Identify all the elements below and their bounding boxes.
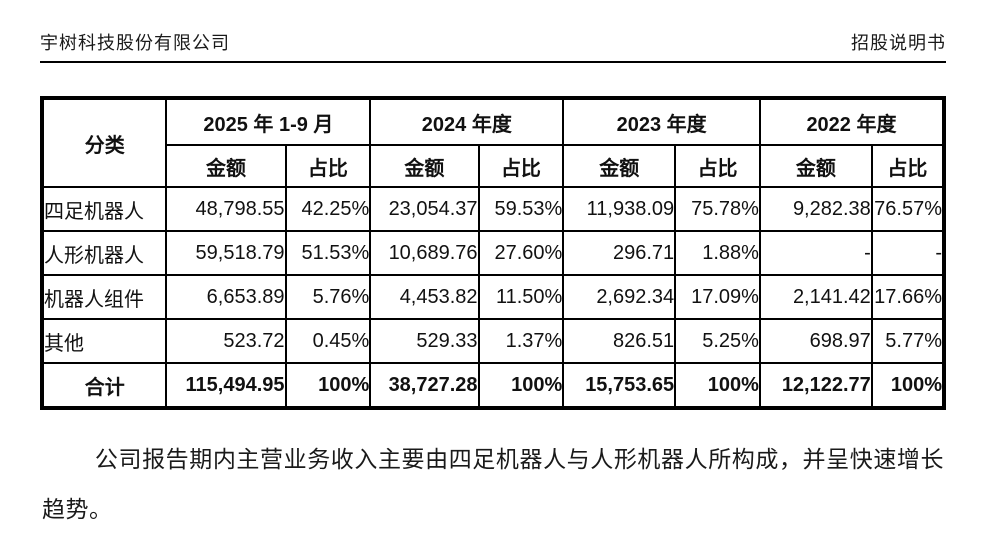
- share-cell: 42.25%: [284, 186, 372, 232]
- amount-cell: 15,753.65: [562, 362, 677, 409]
- subheader-share-2023: 占比: [674, 144, 761, 188]
- total-label-cell: 合计: [40, 362, 168, 409]
- column-group-2024: 2024 年度: [369, 97, 565, 146]
- share-cell: 100%: [477, 362, 565, 409]
- category-cell: 机器人组件: [40, 274, 168, 320]
- subheader-amount-2025: 金额: [165, 144, 287, 188]
- column-group-2025: 2025 年 1-9 月: [165, 97, 372, 146]
- amount-cell: 2,692.34: [562, 274, 677, 320]
- share-cell: 11.50%: [477, 274, 565, 320]
- share-cell: 17.66%: [870, 274, 946, 320]
- share-cell: 17.09%: [674, 274, 761, 320]
- share-cell: 75.78%: [674, 186, 761, 232]
- amount-cell: 6,653.89: [165, 274, 287, 320]
- share-cell: 76.57%: [870, 186, 946, 232]
- revenue-breakdown-table: 分类 2025 年 1-9 月 2024 年度 2023 年度 2022 年度 …: [40, 96, 946, 410]
- amount-cell: 698.97: [758, 318, 873, 364]
- share-cell: 59.53%: [477, 186, 565, 232]
- table-row-total: 合计 115,494.95 100% 38,727.28 100% 15,753…: [40, 362, 946, 409]
- table-row-quadruped-robot: 四足机器人 48,798.55 42.25% 23,054.37 59.53% …: [40, 186, 946, 232]
- amount-cell: 12,122.77: [758, 362, 873, 409]
- subheader-amount-2022: 金额: [758, 144, 873, 188]
- table-row-other: 其他 523.72 0.45% 529.33 1.37% 826.51 5.25…: [40, 318, 946, 364]
- page-header: 宇树科技股份有限公司 招股说明书: [40, 32, 946, 54]
- amount-cell: -: [758, 230, 873, 276]
- amount-cell: 826.51: [562, 318, 677, 364]
- amount-cell: 115,494.95: [165, 362, 287, 409]
- amount-cell: 10,689.76: [369, 230, 480, 276]
- share-cell: 5.25%: [674, 318, 761, 364]
- amount-cell: 9,282.38: [758, 186, 873, 232]
- amount-cell: 48,798.55: [165, 186, 287, 232]
- category-cell: 四足机器人: [40, 186, 168, 232]
- amount-cell: 23,054.37: [369, 186, 480, 232]
- share-cell: 100%: [284, 362, 372, 409]
- share-cell: 0.45%: [284, 318, 372, 364]
- amount-cell: 523.72: [165, 318, 287, 364]
- amount-cell: 529.33: [369, 318, 480, 364]
- subheader-amount-2024: 金额: [369, 144, 480, 188]
- subheader-amount-2023: 金额: [562, 144, 677, 188]
- table-row-robot-components: 机器人组件 6,653.89 5.76% 4,453.82 11.50% 2,6…: [40, 274, 946, 320]
- share-cell: 100%: [674, 362, 761, 409]
- amount-cell: 38,727.28: [369, 362, 480, 409]
- amount-cell: 2,141.42: [758, 274, 873, 320]
- share-cell: 5.77%: [870, 318, 946, 364]
- category-cell: 其他: [40, 318, 168, 364]
- table-row-humanoid-robot: 人形机器人 59,518.79 51.53% 10,689.76 27.60% …: [40, 230, 946, 276]
- column-group-2023: 2023 年度: [562, 97, 761, 146]
- amount-cell: 59,518.79: [165, 230, 287, 276]
- subheader-share-2024: 占比: [477, 144, 565, 188]
- share-cell: 27.60%: [477, 230, 565, 276]
- amount-cell: 4,453.82: [369, 274, 480, 320]
- share-cell: 1.88%: [674, 230, 761, 276]
- subheader-share-2022: 占比: [870, 144, 946, 188]
- share-cell: 1.37%: [477, 318, 565, 364]
- category-cell: 人形机器人: [40, 230, 168, 276]
- share-cell: 51.53%: [284, 230, 372, 276]
- amount-cell: 11,938.09: [562, 186, 677, 232]
- amount-cell: 296.71: [562, 230, 677, 276]
- company-name: 宇树科技股份有限公司: [40, 33, 230, 53]
- share-cell: 100%: [870, 362, 946, 409]
- header-divider: [40, 61, 946, 63]
- body-paragraph: 公司报告期内主营业务收入主要由四足机器人与人形机器人所构成，并呈快速增长趋势。: [42, 447, 944, 522]
- share-cell: 5.76%: [284, 274, 372, 320]
- subheader-share-2025: 占比: [284, 144, 372, 188]
- column-group-2022: 2022 年度: [758, 97, 946, 146]
- document-type: 招股说明书: [851, 33, 946, 53]
- share-cell: -: [870, 230, 946, 276]
- column-header-category: 分类: [40, 97, 168, 188]
